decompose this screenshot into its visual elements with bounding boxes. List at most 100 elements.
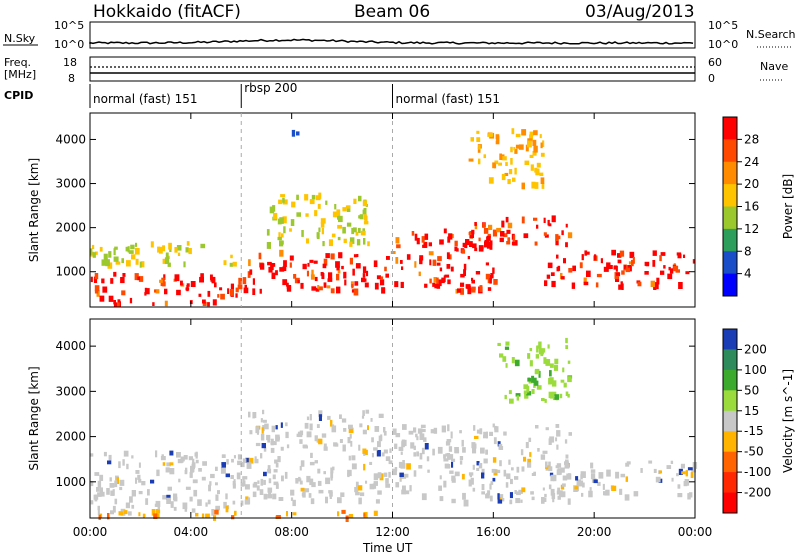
data-cell [433,427,438,434]
data-cell [514,490,517,494]
data-cell [108,454,112,461]
data-cell [473,425,476,431]
data-cell [531,181,536,189]
data-cell [538,341,542,349]
data-cell [542,450,548,454]
data-cell [584,250,588,256]
data-cell [237,454,242,460]
data-cell [317,285,320,289]
data-cell [438,485,442,491]
data-cell [348,455,351,461]
data-cell [323,446,328,451]
data-cell [355,231,359,236]
cpid-segment-label: normal (fast) 151 [396,92,500,106]
data-cell [451,478,456,483]
data-cell [167,486,172,491]
data-cell [478,463,483,469]
y-axis-label: Slant Range [km] [27,366,41,470]
data-cell [348,427,354,434]
velocity-colorbar: 200 100 50 15 -15 -50 -100 -200 Velocity [m s^-1… [722,328,795,514]
data-cell [560,276,565,280]
data-cell [413,452,417,457]
data-cell [462,492,466,500]
data-cell [476,137,481,142]
data-cell [280,446,284,451]
data-cell [291,201,296,208]
data-cell [392,428,397,435]
data-cell [200,273,204,280]
data-cell [385,483,391,488]
data-cell [521,129,527,136]
data-cell [414,233,418,241]
data-cell [311,482,316,488]
data-cell [463,269,466,276]
data-cell [492,267,495,274]
data-cell [602,483,605,490]
data-cell [413,427,417,433]
data-cell [499,153,502,160]
data-cell [478,158,481,165]
data-cell [225,473,230,478]
data-cell [129,496,133,503]
data-cell [406,254,411,260]
data-cell [304,488,310,493]
data-cell [478,144,481,150]
data-cell [243,287,249,294]
data-cell [304,194,309,201]
data-cell [252,288,256,295]
data-cell [416,436,419,441]
data-cell [547,262,553,269]
data-cell [380,276,384,280]
colorbar-tick-label: -50 [744,445,764,459]
data-cell [534,182,539,189]
data-cell [399,472,404,477]
data-cell [554,394,559,400]
data-cell [524,392,529,399]
colorbar-frame [722,328,738,514]
data-cell [277,236,282,241]
data-cell [275,483,279,489]
data-cell [433,277,437,283]
data-cell [96,290,100,297]
data-cell [244,499,250,505]
data-cell [360,230,366,236]
data-cell [529,131,534,137]
data-cell [383,427,386,433]
data-cell [113,300,116,305]
data-cell [327,415,331,420]
data-cell [619,250,625,257]
data-cell [97,492,102,497]
data-cell [339,439,343,443]
x-tick-label: 04:00 [174,525,209,539]
data-cell [138,478,142,483]
data-cell [256,485,260,491]
data-cell [617,259,622,264]
data-cell [147,489,150,496]
data-cell [467,256,470,260]
data-cell [466,285,471,289]
data-cell [342,444,346,452]
data-cell [543,497,547,502]
data-cell [560,484,565,490]
data-cell [157,509,161,514]
data-cell [398,461,403,468]
data-cell [150,241,154,248]
data-cell [409,485,412,492]
data-cell [495,140,500,145]
data-cell [248,411,251,418]
data-cell [543,357,547,364]
data-cell [127,246,130,253]
data-cell [446,264,451,269]
data-cell [99,295,105,302]
data-cell [290,219,295,226]
data-cell [460,273,465,278]
data-cell [128,250,134,254]
colorbar-tick-label: 100 [744,363,767,377]
data-cell [493,437,497,445]
data-cell [255,426,260,434]
data-cell [276,436,280,440]
data-cell [336,286,341,294]
data-cell [485,273,490,280]
data-cell [487,133,493,137]
